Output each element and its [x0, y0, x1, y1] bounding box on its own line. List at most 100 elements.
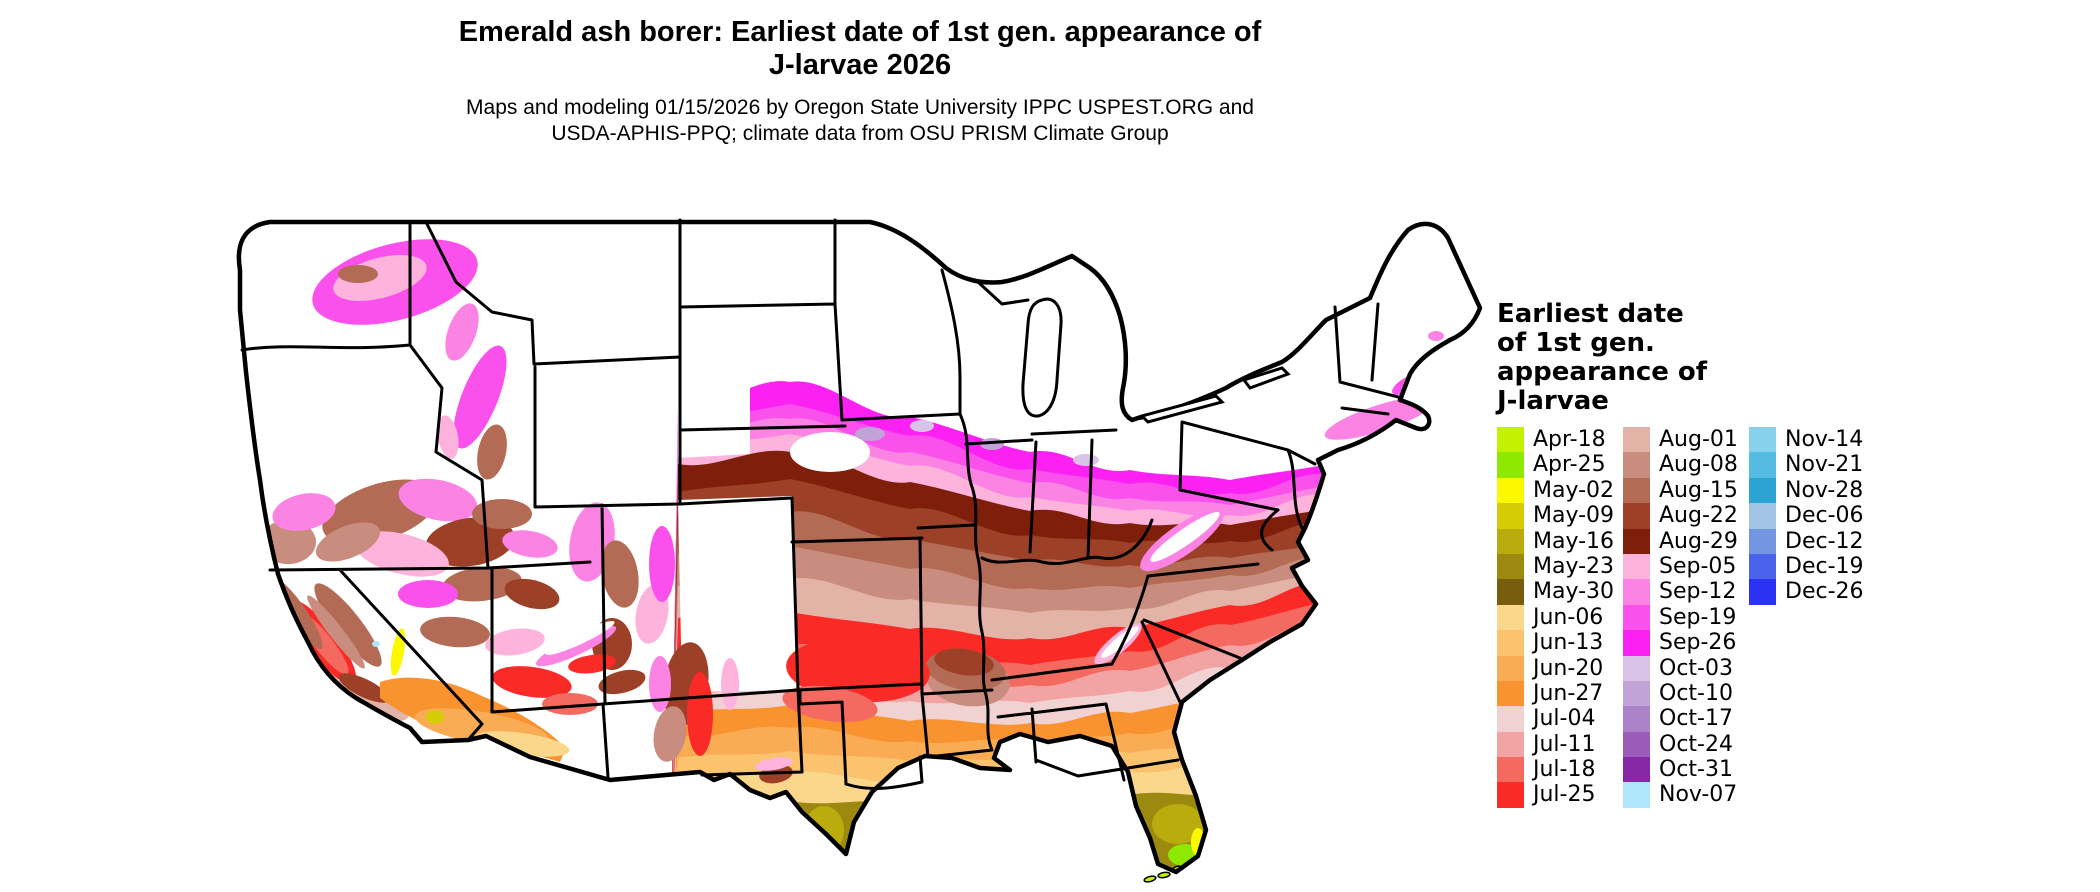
legend-swatch: [1497, 706, 1524, 732]
map-region-aug-22: [934, 648, 994, 676]
legend-item: Nov-14: [1749, 427, 1875, 453]
legend-item-label: Jul-18: [1533, 757, 1596, 783]
map-region-sep-12: [1428, 331, 1444, 341]
legend-swatch: [1623, 427, 1650, 453]
legend-item-label: Dec-06: [1785, 503, 1864, 529]
legend-swatch: [1623, 528, 1650, 554]
lake-ontario: [1241, 366, 1291, 390]
legend-swatch: [1497, 757, 1524, 783]
map-region-may-09: [426, 710, 444, 724]
legend-item-label: Aug-22: [1659, 503, 1738, 529]
map-region-sep-12: [445, 303, 479, 361]
map-region-dec-12: [352, 715, 360, 721]
legend-swatch: [1497, 477, 1524, 504]
legend-item: May-23: [1497, 553, 1623, 580]
legend-title: Earliest date of 1st gen. appearance of …: [1497, 299, 1708, 416]
legend-item-label: Oct-31: [1659, 757, 1733, 783]
legend-item: Aug-22: [1623, 503, 1749, 529]
map-region-apr-18: [1143, 875, 1157, 883]
legend-item: Apr-18: [1497, 427, 1623, 453]
map-region-sep-05: [485, 628, 545, 656]
map-region-sep-05: [755, 757, 793, 771]
legend-swatch: [1497, 680, 1524, 707]
legend-item-label: Aug-29: [1659, 528, 1738, 554]
page-subtitle-line2: USDA-APHIS-PPQ; climate data from OSU PR…: [551, 122, 1169, 145]
legend-item-label: Dec-26: [1785, 579, 1864, 605]
legend-swatch: [1623, 680, 1650, 707]
legend-swatch: [1497, 528, 1524, 554]
legend-item: May-02: [1497, 477, 1623, 504]
legend-item: Sep-26: [1623, 630, 1749, 656]
map-region-aug-15: [472, 499, 532, 529]
map-region-oct-03: [1073, 454, 1099, 466]
legend-swatch: [1623, 731, 1650, 758]
legend-item-label: Nov-14: [1785, 427, 1864, 452]
legend-item: Jul-11: [1497, 731, 1623, 758]
legend-swatch: [1749, 579, 1776, 605]
legend-item-label: Apr-18: [1533, 427, 1606, 452]
map-region-jul-25: [492, 666, 572, 698]
map-region-sep-19: [398, 580, 458, 608]
map-region-sep-19: [453, 345, 507, 449]
map-region-aug-15: [442, 566, 522, 602]
legend-swatch: [1497, 655, 1524, 681]
map-region-aug-22: [338, 673, 390, 703]
legend-swatch: [1623, 706, 1650, 732]
legend-swatch: [1623, 553, 1650, 580]
map-region-sep-05: [721, 658, 739, 710]
legend-item: Dec-12: [1749, 528, 1875, 554]
legend-swatch: [1497, 452, 1524, 478]
legend-swatch: [1749, 477, 1776, 504]
florida-keys: [1143, 865, 1183, 883]
legend-item: Oct-24: [1623, 731, 1749, 758]
legend-swatch: [1497, 782, 1524, 808]
legend-swatch: [1623, 452, 1650, 478]
legend-item-label: Nov-21: [1785, 452, 1864, 478]
map-region-aug-15: [477, 424, 507, 480]
map-region-apr-18: [1157, 871, 1171, 879]
map-region-white: [1101, 626, 1139, 658]
map-region-sep-12: [1324, 396, 1436, 440]
legend-swatch: [1623, 579, 1650, 605]
page-title-line1: Emerald ash borer: Earliest date of 1st …: [458, 16, 1262, 48]
us-map: [230, 212, 1490, 892]
legend-item-label: Oct-03: [1659, 655, 1733, 681]
legend-swatch: [1623, 503, 1650, 529]
map-region-sep-12: [649, 656, 671, 712]
legend-swatch: [1497, 427, 1524, 453]
legend-item-label: Sep-05: [1659, 553, 1737, 579]
legend-item-label: Dec-19: [1785, 553, 1864, 579]
legend-item: Aug-01: [1623, 427, 1749, 453]
legend-item-label: Sep-26: [1659, 630, 1737, 656]
lake-erie: [1139, 394, 1225, 424]
map-region-jun-06: [670, 758, 1481, 872]
page-header: Emerald ash borer: Earliest date of 1st …: [230, 16, 1490, 147]
map-region-sep-12: [502, 530, 558, 558]
legend-item-label: Oct-17: [1659, 706, 1733, 732]
legend-swatch: [1497, 630, 1524, 656]
legend-swatch: [1497, 731, 1524, 758]
map-region-jul-18: [542, 693, 598, 715]
us-map-svg: [236, 218, 1483, 883]
map-region-oct-10: [855, 427, 885, 441]
legend-item: Sep-12: [1623, 579, 1749, 605]
legend-item-label: Aug-08: [1659, 452, 1738, 478]
map-region-aug-22: [598, 669, 646, 695]
page-title-line2: J-larvae 2026: [768, 49, 952, 81]
legend-item: Jun-20: [1497, 655, 1623, 681]
page-subtitle: Maps and modeling 01/15/2026 by Oregon S…: [230, 95, 1490, 147]
legend-item: Dec-19: [1749, 553, 1875, 580]
legend-item-label: Jul-25: [1533, 782, 1596, 808]
legend-item-label: Jun-06: [1533, 604, 1604, 630]
legend-item: Nov-07: [1623, 782, 1749, 808]
great-lakes: [1021, 297, 1291, 424]
map-region-may-16: [1152, 804, 1204, 844]
map-region-white: [678, 360, 750, 458]
legend-swatch: [1497, 604, 1524, 631]
map-region-sep-12: [398, 478, 478, 522]
legend-swatch: [1497, 579, 1524, 605]
legend-item-label: Oct-10: [1659, 680, 1733, 706]
legend-item: Jun-27: [1497, 680, 1623, 707]
lake-michigan: [1021, 297, 1063, 418]
legend-swatch: [1623, 782, 1650, 808]
